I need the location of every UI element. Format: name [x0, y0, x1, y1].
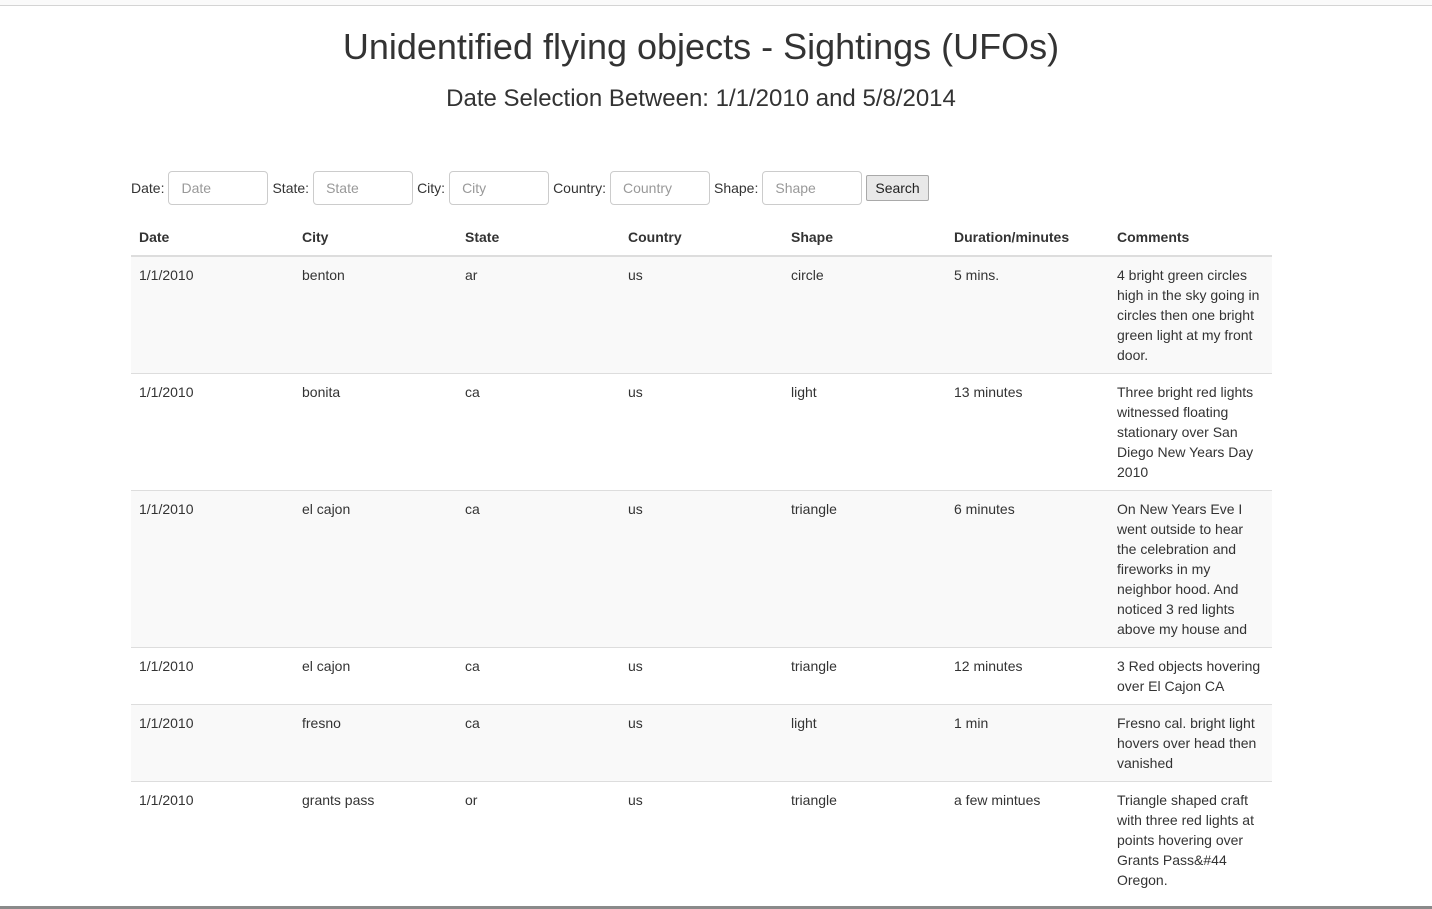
column-header-shape: Shape	[783, 219, 946, 257]
cell-state: ca	[457, 647, 620, 705]
table-body: 1/1/2010 benton ar us circle 5 mins. 4 b…	[131, 255, 1272, 898]
cell-comments: On New Years Eve I went outside to hear …	[1109, 490, 1272, 648]
column-header-country: Country	[620, 219, 783, 257]
cell-city: benton	[294, 255, 457, 374]
cell-country: us	[620, 781, 783, 898]
cell-shape: triangle	[783, 647, 946, 705]
cell-duration: a few mintues	[946, 781, 1109, 898]
column-header-state: State	[457, 219, 620, 257]
cell-country: us	[620, 647, 783, 705]
cell-shape: circle	[783, 255, 946, 374]
cell-city: grants pass	[294, 781, 457, 898]
table-row: 1/1/2010 benton ar us circle 5 mins. 4 b…	[131, 255, 1272, 374]
cell-duration: 5 mins.	[946, 255, 1109, 374]
cell-shape: triangle	[783, 490, 946, 648]
cell-duration: 13 minutes	[946, 373, 1109, 491]
date-filter-label: Date:	[131, 180, 165, 196]
table-row: 1/1/2010 el cajon ca us triangle 12 minu…	[131, 647, 1272, 705]
cell-state: or	[457, 781, 620, 898]
cell-comments-text: On New Years Eve I went outside to hear …	[1117, 501, 1247, 637]
cell-country: us	[620, 373, 783, 491]
shape-filter-input[interactable]	[762, 171, 863, 205]
cell-city: el cajon	[294, 647, 457, 705]
cell-comments: 4 bright green circles high in the sky g…	[1109, 255, 1272, 374]
column-header-date: Date	[131, 219, 294, 257]
date-range-subtitle: Date Selection Between: 1/1/2010 and 5/8…	[446, 85, 956, 112]
cell-duration: 6 minutes	[946, 490, 1109, 648]
filter-bar: Date: State: City: Country: Shape: Searc…	[131, 171, 929, 205]
country-filter-label: Country:	[553, 180, 606, 196]
column-header-comments: Comments	[1109, 219, 1272, 257]
cell-city: fresno	[294, 704, 457, 782]
cell-shape: light	[783, 373, 946, 491]
cell-comments: Triangle shaped craft with three red lig…	[1109, 781, 1272, 898]
page-title: Unidentified flying objects - Sightings …	[342, 26, 1060, 67]
date-filter-input[interactable]	[168, 171, 269, 205]
cell-country: us	[620, 490, 783, 648]
cell-date: 1/1/2010	[131, 373, 294, 491]
cell-city: el cajon	[294, 490, 457, 648]
cell-date: 1/1/2010	[131, 255, 294, 374]
cell-country: us	[620, 255, 783, 374]
browser-bottom-edge	[0, 906, 1432, 909]
table-header-row: Date City State Country Shape Duration/m…	[131, 219, 1272, 257]
table-row: 1/1/2010 fresno ca us light 1 min Fresno…	[131, 704, 1272, 782]
column-header-duration: Duration/minutes	[946, 219, 1109, 257]
table-row: 1/1/2010 grants pass or us triangle a fe…	[131, 781, 1272, 898]
cell-date: 1/1/2010	[131, 704, 294, 782]
cell-state: ca	[457, 490, 620, 648]
cell-state: ca	[457, 704, 620, 782]
column-header-city: City	[294, 219, 457, 257]
cell-state: ar	[457, 255, 620, 374]
state-filter-label: State:	[272, 180, 310, 196]
cell-comments: Three bright red lights witnessed floati…	[1109, 373, 1272, 491]
table-row: 1/1/2010 el cajon ca us triangle 6 minut…	[131, 490, 1272, 648]
table-header: Date City State Country Shape Duration/m…	[131, 219, 1272, 257]
shape-filter-label: Shape:	[713, 180, 759, 196]
city-filter-label: City:	[417, 180, 446, 196]
cell-duration: 12 minutes	[946, 647, 1109, 705]
cell-shape: light	[783, 704, 946, 782]
cell-date: 1/1/2010	[131, 647, 294, 705]
cell-date: 1/1/2010	[131, 490, 294, 648]
state-filter-input[interactable]	[313, 171, 414, 205]
cell-shape: triangle	[783, 781, 946, 898]
table-row: 1/1/2010 bonita ca us light 13 minutes T…	[131, 373, 1272, 491]
search-button[interactable]: Search	[866, 175, 929, 201]
cell-comments: 3 Red objects hovering over El Cajon CA	[1109, 647, 1272, 705]
cell-state: ca	[457, 373, 620, 491]
browser-top-edge	[0, 0, 1432, 6]
sightings-table: Date City State Country Shape Duration/m…	[131, 219, 1272, 898]
country-filter-input[interactable]	[609, 171, 710, 205]
cell-duration: 1 min	[946, 704, 1109, 782]
cell-comments: Fresno cal. bright light hovers over hea…	[1109, 704, 1272, 782]
cell-country: us	[620, 704, 783, 782]
cell-date: 1/1/2010	[131, 781, 294, 898]
city-filter-input[interactable]	[449, 171, 550, 205]
cell-city: bonita	[294, 373, 457, 491]
